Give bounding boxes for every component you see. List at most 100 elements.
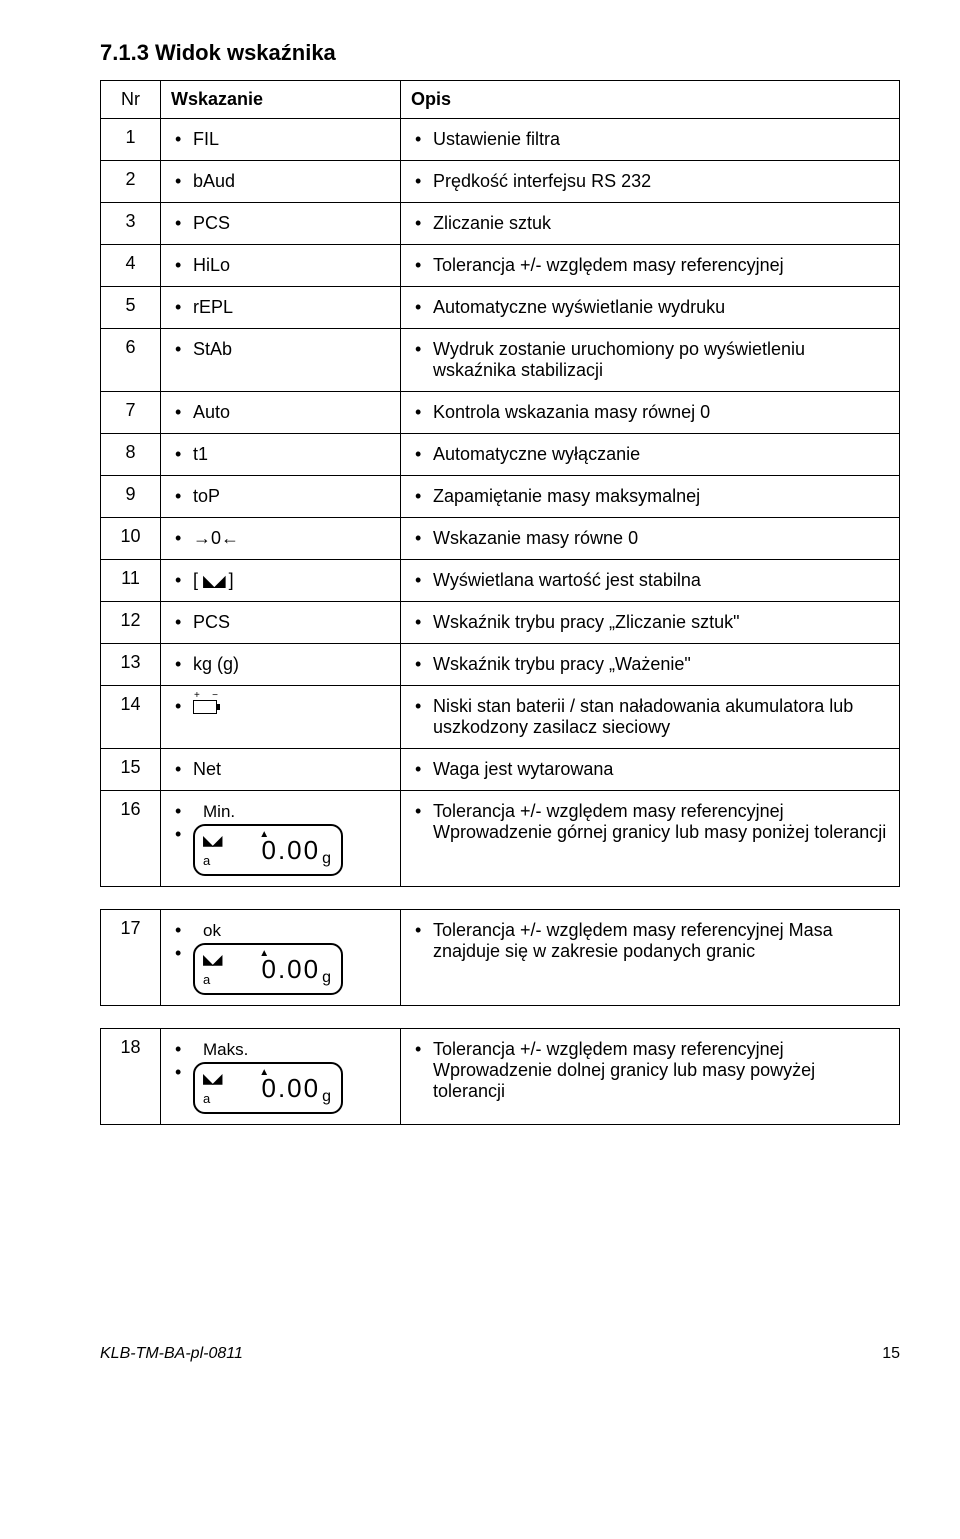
stable-wave-icon: ◣◢: [203, 573, 224, 590]
cell-w: StAb: [161, 329, 401, 392]
lcd-value: 0.00: [261, 835, 320, 866]
table-row: 4 HiLo Tolerancja +/- względem masy refe…: [101, 245, 900, 287]
cell-o: Automatyczne wyświetlanie wydruku: [401, 287, 900, 329]
cell-nr: 14: [101, 686, 161, 749]
cell-o: Wydruk zostanie uruchomiony po wyświetle…: [401, 329, 900, 392]
table-row: 12 PCS Wskaźnik trybu pracy „Zliczanie s…: [101, 602, 900, 644]
lcd-unit: g: [322, 850, 331, 868]
cell-w: rEPL: [161, 287, 401, 329]
header-opis: Opis: [401, 81, 900, 119]
cell-o: Prędkość interfejsu RS 232: [401, 161, 900, 203]
table-header-row: Nr Wskazanie Opis: [101, 81, 900, 119]
lcd-a-marker: a: [203, 972, 210, 987]
battery-icon: +−: [193, 700, 217, 714]
cell-nr: 12: [101, 602, 161, 644]
cell-nr: 7: [101, 392, 161, 434]
cell-nr: 9: [101, 476, 161, 518]
cell-nr: 13: [101, 644, 161, 686]
cell-nr: 18: [101, 1029, 161, 1125]
cell-w: +−: [161, 686, 401, 749]
cell-o: Zliczanie sztuk: [401, 203, 900, 245]
bracket-post: ]: [224, 570, 234, 590]
lcd-label: Maks.: [203, 1040, 248, 1059]
main-table: Nr Wskazanie Opis 1 FIL Ustawienie filtr…: [100, 80, 900, 887]
cell-o: Automatyczne wyłączanie: [401, 434, 900, 476]
cell-o: Tolerancja +/- względem masy referencyjn…: [401, 1029, 900, 1125]
cell-o: Tolerancja +/- względem masy referencyjn…: [401, 910, 900, 1006]
cell-nr: 8: [101, 434, 161, 476]
lcd-value: 0.00: [261, 1073, 320, 1104]
footer-page-number: 15: [882, 1345, 900, 1363]
cell-w: ok ◣◢ ▲ a 0.00 g: [161, 910, 401, 1006]
cell-w: →0←: [161, 518, 401, 560]
cell-nr: 11: [101, 560, 161, 602]
lcd-wave-icon: ◣◢: [203, 832, 221, 849]
cell-nr: 6: [101, 329, 161, 392]
cell-w: Net: [161, 749, 401, 791]
bracket-pre: [: [193, 570, 203, 590]
table-row: 10 →0← Wskazanie masy równe 0: [101, 518, 900, 560]
table-row: 2 bAud Prędkość interfejsu RS 232: [101, 161, 900, 203]
cell-nr: 3: [101, 203, 161, 245]
lcd-triangle-icon: ▲: [259, 948, 269, 959]
lcd-a-marker: a: [203, 1091, 210, 1106]
lcd-label: ok: [203, 921, 221, 940]
table-row: 17 ok ◣◢ ▲ a 0.00 g Tolerancja +/- wzglę…: [101, 910, 900, 1006]
lcd-value: 0.00: [261, 954, 320, 985]
cell-o: Wskazanie masy równe 0: [401, 518, 900, 560]
lcd-triangle-icon: ▲: [259, 829, 269, 840]
battery-polarity-icon: +−: [194, 690, 218, 701]
table-row: 3 PCS Zliczanie sztuk: [101, 203, 900, 245]
cell-o: Wskaźnik trybu pracy „Ważenie": [401, 644, 900, 686]
table-17: 17 ok ◣◢ ▲ a 0.00 g Tolerancja +/- wzglę…: [100, 909, 900, 1006]
lcd-wave-icon: ◣◢: [203, 951, 221, 968]
section-heading: 7.1.3 Widok wskaźnika: [100, 40, 900, 66]
lcd-unit: g: [322, 1088, 331, 1106]
cell-nr: 2: [101, 161, 161, 203]
table-row: 11 [ ◣◢ ] Wyświetlana wartość jest stabi…: [101, 560, 900, 602]
cell-nr: 1: [101, 119, 161, 161]
header-nr: Nr: [101, 81, 161, 119]
table-row: 16 Min. ◣◢ ▲ a 0.00 g Tolerancja +/- wzg…: [101, 791, 900, 887]
table-row: 14 +− Niski stan baterii / stan naładowa…: [101, 686, 900, 749]
cell-o: Waga jest wytarowana: [401, 749, 900, 791]
lcd-wave-icon: ◣◢: [203, 1070, 221, 1087]
footer-doc-id: KLB-TM-BA-pl-0811: [100, 1345, 243, 1363]
cell-w: toP: [161, 476, 401, 518]
table-row: 8 t1 Automatyczne wyłączanie: [101, 434, 900, 476]
cell-o: Wyświetlana wartość jest stabilna: [401, 560, 900, 602]
lcd-a-marker: a: [203, 853, 210, 868]
lcd-display-icon: ◣◢ ▲ a 0.00 g: [193, 1062, 343, 1114]
cell-w: FIL: [161, 119, 401, 161]
cell-nr: 4: [101, 245, 161, 287]
cell-w: PCS: [161, 602, 401, 644]
table-row: 15 Net Waga jest wytarowana: [101, 749, 900, 791]
cell-w: [ ◣◢ ]: [161, 560, 401, 602]
page-footer: KLB-TM-BA-pl-0811 15: [100, 1345, 900, 1363]
table-row: 13 kg (g) Wskaźnik trybu pracy „Ważenie": [101, 644, 900, 686]
table-row: 9 toP Zapamiętanie masy maksymalnej: [101, 476, 900, 518]
lcd-label: Min.: [203, 802, 235, 821]
cell-o: Zapamiętanie masy maksymalnej: [401, 476, 900, 518]
cell-nr: 10: [101, 518, 161, 560]
table-row: 1 FIL Ustawienie filtra: [101, 119, 900, 161]
cell-w: Maks. ◣◢ ▲ a 0.00 g: [161, 1029, 401, 1125]
lcd-display-icon: ◣◢ ▲ a 0.00 g: [193, 824, 343, 876]
cell-o: Niski stan baterii / stan naładowania ak…: [401, 686, 900, 749]
cell-w: Min. ◣◢ ▲ a 0.00 g: [161, 791, 401, 887]
table-row: 7 Auto Kontrola wskazania masy równej 0: [101, 392, 900, 434]
cell-nr: 15: [101, 749, 161, 791]
cell-nr: 16: [101, 791, 161, 887]
table-row: 6 StAb Wydruk zostanie uruchomiony po wy…: [101, 329, 900, 392]
lcd-unit: g: [322, 969, 331, 987]
table-18: 18 Maks. ◣◢ ▲ a 0.00 g Tolerancja +/- wz…: [100, 1028, 900, 1125]
cell-w: kg (g): [161, 644, 401, 686]
table-row: 18 Maks. ◣◢ ▲ a 0.00 g Tolerancja +/- wz…: [101, 1029, 900, 1125]
cell-o: Ustawienie filtra: [401, 119, 900, 161]
cell-o: Tolerancja +/- względem masy referencyjn…: [401, 791, 900, 887]
lcd-triangle-icon: ▲: [259, 1067, 269, 1078]
lcd-display-icon: ◣◢ ▲ a 0.00 g: [193, 943, 343, 995]
cell-o: Kontrola wskazania masy równej 0: [401, 392, 900, 434]
table-row: 5 rEPL Automatyczne wyświetlanie wydruku: [101, 287, 900, 329]
cell-nr: 5: [101, 287, 161, 329]
